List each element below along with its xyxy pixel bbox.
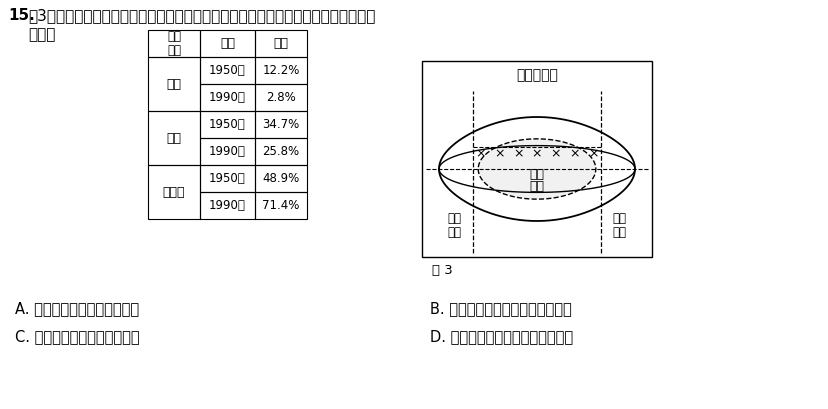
Ellipse shape [478, 139, 595, 199]
Bar [255, 111, 306, 138]
Bar [200, 30, 255, 57]
Text: 榄榄型社会: 榄榄型社会 [516, 68, 557, 82]
Text: 阶层: 阶层 [447, 225, 461, 238]
Bar [255, 57, 306, 84]
Text: A. 精英阶层主导国家发展态势: A. 精英阶层主导国家发展态势 [15, 301, 139, 317]
Bar [200, 165, 255, 192]
Text: 1950年: 1950年 [209, 172, 246, 185]
Text: 中间: 中间 [529, 169, 544, 182]
Bar [255, 30, 306, 57]
Text: ×: × [513, 148, 522, 161]
Text: 1990年: 1990年 [209, 145, 246, 158]
Bar [148, 57, 200, 111]
Text: 服务业: 服务业 [162, 186, 185, 198]
Bar [255, 165, 306, 192]
Bar [148, 165, 200, 219]
Bar [200, 57, 255, 84]
Text: 48.9%: 48.9% [262, 172, 299, 185]
Text: 12.2%: 12.2% [262, 64, 300, 77]
Text: 1990年: 1990年 [209, 199, 246, 212]
Text: 工业: 工业 [166, 132, 181, 144]
Text: 阶层: 阶层 [529, 180, 544, 193]
Text: 1950年: 1950年 [209, 64, 246, 77]
Text: 产业
类型: 产业 类型 [166, 29, 181, 58]
Text: ×: × [550, 148, 561, 161]
Text: ×: × [474, 148, 485, 161]
Bar [255, 84, 306, 111]
Text: ×: × [587, 148, 598, 161]
Text: 来美国: 来美国 [28, 27, 55, 43]
Text: ×: × [493, 148, 504, 161]
Text: 2.8%: 2.8% [266, 91, 296, 104]
Text: 图3为第二次世界大战后美国产业结构和阶层结构示意图。这表明，第二次世界大战以: 图3为第二次世界大战后美国产业结构和阶层结构示意图。这表明，第二次世界大战以 [28, 9, 375, 23]
Bar [200, 84, 255, 111]
Bar [421, 61, 651, 257]
Bar [200, 138, 255, 165]
Text: ×: × [531, 148, 542, 161]
Bar [255, 138, 306, 165]
Text: 图 3: 图 3 [431, 263, 452, 276]
Text: 15.: 15. [8, 9, 35, 23]
Text: ×: × [569, 148, 579, 161]
Text: 底层: 底层 [612, 225, 626, 238]
Text: 1990年: 1990年 [209, 91, 246, 104]
Text: 农业: 农业 [166, 77, 181, 90]
Bar [255, 192, 306, 219]
Text: 1950年: 1950年 [209, 118, 246, 131]
Text: 社会: 社会 [612, 213, 626, 225]
Text: 精英: 精英 [447, 213, 461, 225]
Bar [148, 30, 200, 57]
Text: 美国: 美国 [273, 37, 288, 50]
Bar [200, 192, 255, 219]
Text: 年份: 年份 [219, 37, 234, 50]
Text: B. 社会阶层贫富差距呈现扩大趋势: B. 社会阶层贫富差距呈现扩大趋势 [430, 301, 571, 317]
Text: 71.4%: 71.4% [262, 199, 300, 212]
Bar [200, 111, 255, 138]
Text: 25.8%: 25.8% [262, 145, 299, 158]
Bar [148, 111, 200, 165]
Text: D. 第三产业发展促进中间阶层增加: D. 第三产业发展促进中间阶层增加 [430, 330, 572, 344]
Text: C. 社会基本矛盾出现新的变化: C. 社会基本矛盾出现新的变化 [15, 330, 139, 344]
Text: 34.7%: 34.7% [262, 118, 299, 131]
